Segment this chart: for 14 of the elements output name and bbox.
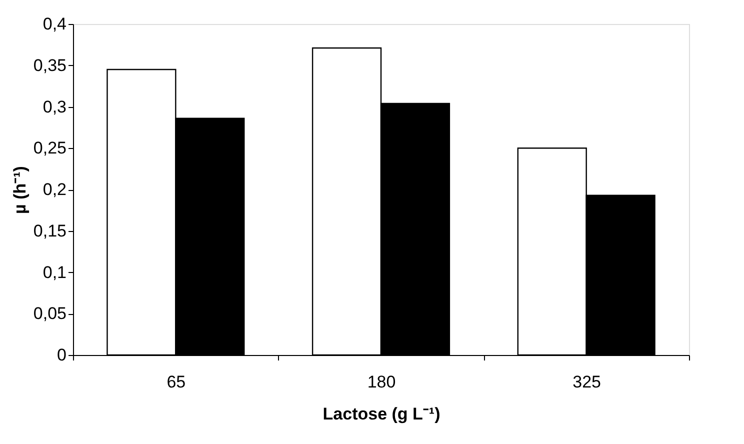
y-tick-label: 0,15	[33, 221, 66, 240]
y-tick-label: 0,4	[42, 14, 66, 34]
x-tick-label: 180	[367, 372, 396, 392]
x-tick-label: 65	[166, 372, 186, 392]
y-tick-label: 0,05	[33, 304, 66, 324]
y-tick-label: 0,2	[42, 180, 66, 199]
y-tick-label: 0,1	[42, 262, 66, 282]
x-axis-title: Lactose (g L⁻¹)	[322, 404, 440, 424]
y-tick-label: 0	[57, 346, 66, 364]
y-axis-title: µ (h⁻¹)	[10, 166, 30, 214]
x-tick-label: 325	[572, 372, 602, 392]
y-tick-label: 0,35	[33, 56, 66, 75]
y-tick-label: 0,3	[42, 97, 66, 116]
y-tick-label: 0,25	[33, 138, 66, 158]
